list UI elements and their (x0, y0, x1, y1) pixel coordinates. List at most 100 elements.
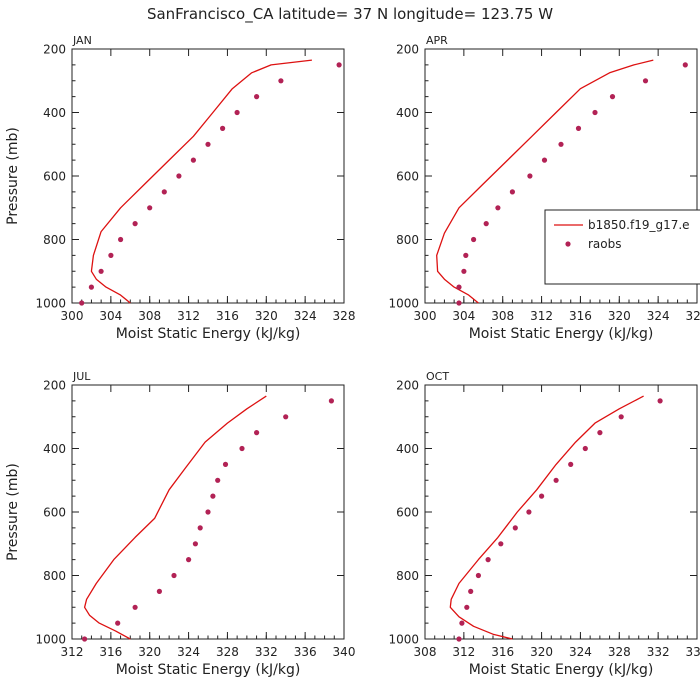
x-tick-label: 308 (138, 309, 161, 323)
raobs-point (147, 205, 153, 211)
raobs-point (582, 445, 588, 452)
x-tick-label: 308 (414, 645, 437, 659)
raobs-point (568, 461, 574, 467)
y-tick-label: 200 (43, 379, 66, 393)
x-tick-label: 324 (177, 645, 200, 659)
raobs-point (456, 300, 462, 306)
raobs-point (495, 205, 501, 211)
raobs-point (88, 284, 94, 290)
raobs-point (509, 189, 515, 195)
raobs-point (176, 173, 182, 179)
raobs-point (642, 78, 649, 84)
y-tick-label: 200 (396, 379, 419, 393)
panel-oct: 308 312 316 320 324 328 332 336 200 400 600 800 1000… (388, 370, 700, 678)
raobs-point (657, 398, 663, 404)
x-tick-label: 312 (177, 309, 200, 323)
legend-obs-swatch (565, 241, 571, 247)
x-tick-label: 312 (530, 309, 553, 323)
panels: 300 304 308 312 316 320 324 328 200 400 600 800 1000… (5, 34, 700, 678)
raobs-point (553, 477, 559, 483)
model-profile-line (83, 395, 267, 640)
x-tick-label: 336 (686, 645, 700, 659)
raobs-point (592, 109, 598, 116)
raobs-point (254, 430, 260, 436)
raobs-point (192, 541, 198, 547)
raobs-point (468, 588, 474, 595)
raobs-point (575, 125, 582, 131)
y-tick-label: 800 (396, 233, 419, 247)
x-tick-label: 336 (294, 645, 317, 659)
raobs-point (283, 414, 289, 420)
panel-title: JAN (72, 34, 92, 47)
raobs-point (215, 477, 221, 483)
raobs-point (171, 572, 177, 579)
y-tick-label: 400 (396, 442, 419, 456)
y-tick-label: 600 (396, 170, 419, 184)
raobs-point (132, 604, 138, 610)
raobs-point (459, 620, 465, 626)
raobs-point (527, 173, 533, 179)
x-tick-label: 316 (569, 309, 592, 323)
y-tick-label: 400 (396, 106, 419, 120)
y-tick-label: 1000 (35, 633, 66, 647)
x-tick-label: 312 (452, 645, 475, 659)
x-tick-label: 304 (452, 309, 475, 323)
raobs-point (483, 221, 489, 227)
raobs-point (205, 509, 211, 515)
raobs-point (82, 636, 88, 642)
x-tick-label: 304 (99, 309, 122, 323)
plot-frame (424, 384, 698, 640)
y-axis-label: Pressure (mb) (5, 127, 21, 225)
y-tick-label: 400 (43, 442, 66, 456)
y-tick-label: 600 (396, 506, 419, 520)
raobs-point (618, 414, 624, 420)
x-tick-label: 328 (333, 309, 356, 323)
raobs-point (278, 78, 284, 84)
raobs-point (234, 109, 240, 116)
panel-jan: 300 304 308 312 316 320 324 328 200 400 600 800 1000… (5, 34, 355, 342)
x-tick-label: 316 (216, 309, 239, 323)
raobs-point (558, 141, 564, 147)
x-tick-label: 312 (61, 645, 84, 659)
x-tick-label: 308 (491, 309, 514, 323)
y-tick-label: 800 (43, 569, 66, 583)
raobs-point (541, 157, 548, 163)
y-tick-label: 800 (43, 233, 66, 247)
x-tick-label: 328 (216, 645, 239, 659)
y-tick-label: 200 (396, 43, 419, 57)
raobs-point (79, 300, 85, 306)
raobs-point (210, 493, 216, 499)
raobs-point (186, 557, 192, 563)
x-axis-label: Moist Static Energy (kJ/kg) (469, 662, 654, 678)
x-tick-label: 332 (647, 645, 670, 659)
plot-frame (71, 48, 345, 304)
raobs-point (239, 445, 245, 452)
raobs-point (539, 493, 545, 499)
raobs-point (190, 157, 196, 163)
x-tick-label: 320 (530, 645, 553, 659)
legend-model-label: b1850.f19_g17.e (588, 218, 690, 232)
legend: b1850.f19_g17.e raobs (544, 209, 700, 285)
raobs-point (197, 525, 203, 531)
model-profile-line (449, 395, 644, 640)
x-tick-label: 320 (608, 309, 631, 323)
x-axis-label: Moist Static Energy (kJ/kg) (116, 326, 301, 342)
panel-apr: 300 304 308 312 316 320 324 328 200 400 600 800 1000… (388, 34, 700, 342)
raobs-point (456, 636, 462, 642)
raobs-point (156, 588, 162, 595)
raobs-point (597, 430, 603, 436)
x-axis-label: Moist Static Energy (kJ/kg) (469, 326, 654, 342)
raobs-point (609, 94, 616, 100)
raobs-point (328, 398, 334, 404)
figure-title: SanFrancisco_CA latitude= 37 N longitude… (147, 5, 553, 24)
model-profile-line (436, 59, 654, 304)
raobs-point (161, 189, 167, 195)
panel-title: APR (426, 34, 448, 47)
raobs-point (463, 252, 469, 258)
panel-title: JUL (72, 370, 91, 383)
x-tick-label: 324 (569, 645, 592, 659)
legend-box (544, 209, 700, 285)
raobs-point (498, 541, 504, 547)
raobs-point (115, 620, 121, 626)
y-tick-label: 1000 (388, 297, 419, 311)
